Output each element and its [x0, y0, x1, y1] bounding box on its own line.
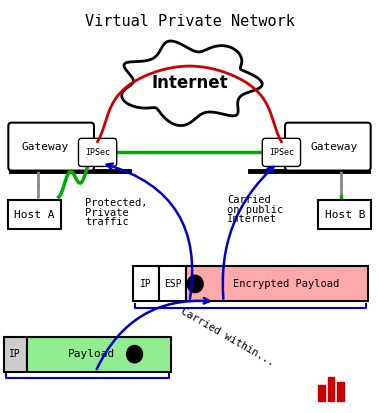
Text: Gateway: Gateway	[310, 142, 358, 152]
Text: Internet: Internet	[227, 214, 277, 224]
Bar	[133, 266, 159, 301]
Text: Carried: Carried	[227, 195, 271, 205]
Text: IPSec: IPSec	[269, 148, 294, 157]
Text: Host A: Host A	[14, 210, 54, 220]
Text: traffic: traffic	[85, 217, 129, 227]
Text: Gateway: Gateway	[21, 142, 69, 152]
Bar	[27, 337, 171, 372]
Text: Virtual Private Network: Virtual Private Network	[85, 14, 294, 29]
Bar	[328, 377, 334, 401]
Bar	[318, 385, 325, 401]
Text: on public: on public	[227, 205, 283, 215]
FancyBboxPatch shape	[78, 138, 117, 166]
Text: Host B: Host B	[325, 210, 365, 220]
Text: Carried within...: Carried within...	[179, 306, 276, 368]
Text: IP: IP	[140, 279, 152, 289]
FancyBboxPatch shape	[285, 123, 371, 171]
FancyBboxPatch shape	[8, 123, 94, 171]
Bar	[186, 266, 368, 301]
Text: Private: Private	[85, 208, 129, 218]
FancyBboxPatch shape	[262, 138, 301, 166]
Circle shape	[187, 275, 203, 292]
Text: Protected,: Protected,	[85, 198, 148, 208]
Text: Payload: Payload	[68, 349, 115, 359]
Text: ESP: ESP	[164, 279, 181, 289]
Circle shape	[127, 345, 143, 363]
Text: Internet: Internet	[151, 74, 228, 92]
Bar	[4, 337, 27, 372]
Bar	[318, 200, 371, 229]
Bar	[159, 266, 186, 301]
Text: Encrypted Payload: Encrypted Payload	[233, 279, 339, 289]
Text: IPSec: IPSec	[85, 148, 110, 157]
Bar	[337, 382, 344, 401]
Bar	[8, 200, 61, 229]
Text: IP: IP	[9, 349, 21, 359]
